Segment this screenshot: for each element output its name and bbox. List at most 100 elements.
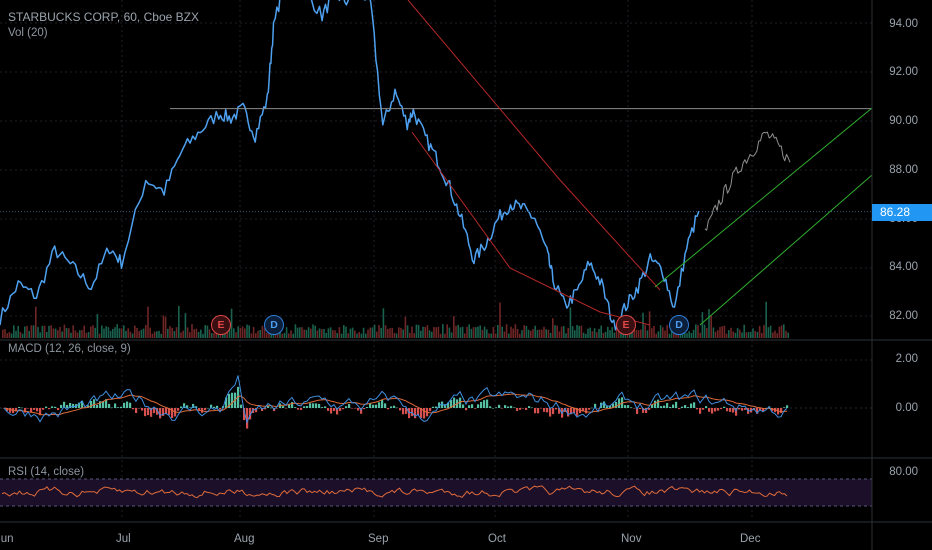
volume-bar (450, 332, 453, 338)
macd-histogram-bar (474, 408, 477, 409)
volume-bar (283, 332, 286, 338)
volume-bar (4, 329, 6, 338)
volume-bar (37, 326, 39, 338)
volume-bar (545, 329, 547, 338)
volume-bar (228, 324, 231, 338)
volume-bar (68, 328, 70, 338)
macd-histogram-bar (195, 406, 198, 408)
volume-bar (87, 332, 90, 338)
volume-bar (596, 332, 598, 338)
volume-bar (230, 308, 233, 338)
macd-histogram-bar (495, 407, 498, 408)
down-channel-upper (407, 0, 661, 291)
volume-bar (208, 329, 211, 338)
macd-histogram-bar (156, 408, 159, 415)
macd-histogram-bar (96, 404, 99, 408)
volume-bar (607, 326, 609, 338)
volume-bar (52, 328, 55, 338)
volume-bar (153, 331, 156, 338)
macd-histogram-bar (219, 408, 222, 410)
macd-histogram-bar (696, 408, 699, 410)
volume-bar (486, 329, 488, 338)
volume-bar (668, 333, 671, 338)
volume-bar (70, 332, 72, 338)
macd-histogram-bar (108, 403, 111, 408)
volume-bar (138, 331, 140, 338)
macd-histogram-bar (81, 400, 84, 408)
volume-bar (406, 325, 409, 338)
macd-histogram-bar (504, 405, 507, 408)
volume-bar (587, 328, 589, 338)
volume-bar (79, 330, 81, 338)
macd-histogram-bar (780, 408, 783, 414)
volume-bar (123, 325, 125, 338)
volume-bar (103, 328, 105, 338)
macd-histogram-bar (540, 408, 543, 409)
macd-histogram-bar (483, 400, 486, 408)
volume-bar (83, 325, 85, 338)
macd-histogram-bar (327, 408, 330, 411)
macd-histogram-bar (33, 408, 36, 410)
macd-histogram-bar (360, 408, 363, 414)
y-tick: 94.00 (889, 18, 918, 30)
macd-histogram-bar (771, 408, 774, 412)
macd-histogram-bar (336, 408, 339, 415)
volume-bar (488, 333, 490, 338)
volume-bar (19, 331, 22, 338)
macd-histogram-bar (699, 408, 702, 414)
macd-histogram-bar (168, 408, 171, 415)
macd-histogram-bar (693, 402, 696, 408)
volume-bar (714, 331, 717, 338)
macd-histogram-bar (744, 408, 747, 410)
volume-bar (453, 316, 455, 338)
volume-bar (611, 327, 613, 338)
volume-bar (404, 316, 407, 338)
volume-bar (787, 332, 789, 338)
volume-bar (602, 333, 605, 338)
macd-histogram-bar (141, 408, 144, 411)
volume-bar (371, 327, 374, 338)
volume-bar (373, 324, 376, 338)
macd-histogram-bar (687, 407, 690, 408)
volume-bar (657, 331, 660, 338)
x-tick: Aug (234, 533, 255, 545)
dividend-marker[interactable]: D (264, 315, 284, 335)
volume-bar (288, 333, 290, 338)
macd-label: MACD (12, 26, close, 9) (8, 343, 131, 355)
volume-bar (501, 326, 503, 338)
macd-histogram-bar (648, 408, 651, 410)
volume-bar (169, 326, 171, 338)
volume-bar (318, 328, 321, 338)
macd-histogram-bar (708, 408, 711, 412)
volume-bar (455, 325, 457, 338)
volume-bar (646, 330, 649, 338)
macd-histogram-bar (564, 408, 567, 412)
earnings-marker[interactable]: E (616, 315, 636, 335)
volume-bar (444, 333, 446, 338)
macd-histogram-bar (264, 408, 267, 410)
volume-bar (745, 332, 748, 338)
macd-histogram-bar (186, 405, 189, 408)
volume-bar (591, 331, 594, 338)
volume-bar (186, 327, 189, 338)
macd-histogram-bar (420, 408, 423, 418)
volume-bar (30, 325, 33, 338)
volume-bar (433, 327, 435, 338)
volume-bar (692, 329, 695, 338)
volume-bar (543, 326, 545, 338)
dividend-marker[interactable]: D (669, 315, 689, 335)
volume-bar (112, 328, 114, 338)
volume-bar (708, 309, 710, 338)
macd-histogram-bar (381, 399, 384, 408)
earnings-marker[interactable]: E (211, 315, 231, 335)
volume-bar (105, 326, 107, 338)
macd-histogram-bar (423, 408, 426, 419)
volume-bar (413, 333, 415, 338)
macd-histogram-bar (726, 408, 729, 412)
macd-histogram-bar (786, 405, 789, 408)
volume-bar (125, 330, 127, 338)
volume-bar (459, 327, 462, 338)
volume-bar (767, 327, 770, 338)
volume-bar (255, 333, 257, 338)
